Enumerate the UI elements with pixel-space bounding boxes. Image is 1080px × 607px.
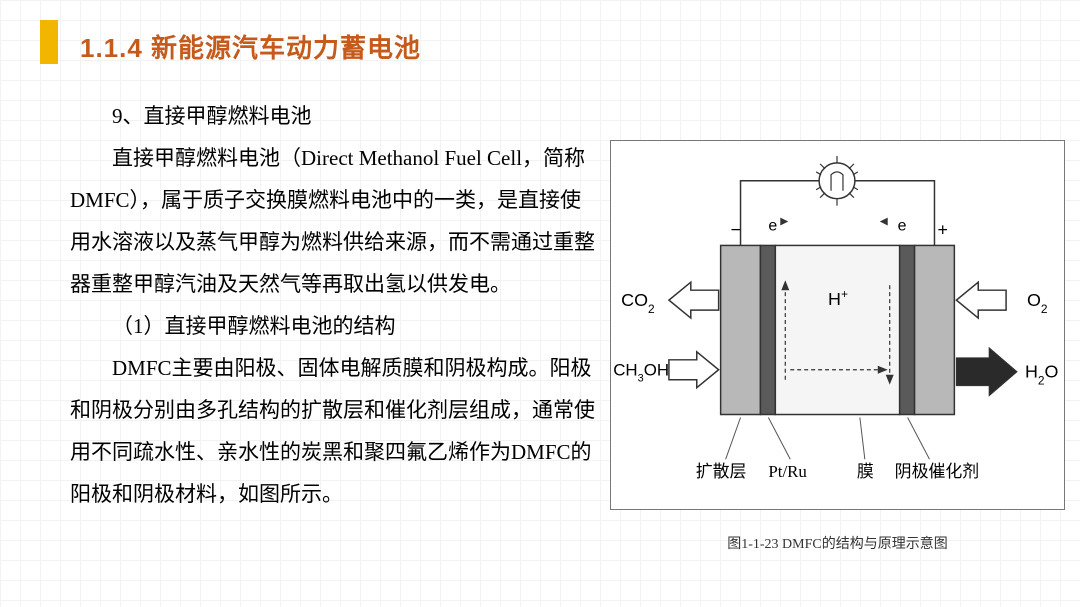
figure-area: − + e e H+ [610, 140, 1065, 553]
paragraph-2: （1）直接甲醇燃料电池的结构 [70, 305, 600, 347]
ch3oh-label: CH3OH [613, 361, 669, 385]
paragraph-3: DMFC主要由阳极、固体电解质膜和阴极构成。阳极和阴极分别由多孔结构的扩散层和催… [70, 347, 600, 515]
o2-label: O2 [1027, 290, 1048, 316]
page-title: 1.1.4 新能源汽车动力蓄电池 [80, 28, 421, 65]
figure-caption: 图1-1-23 DMFC的结构与原理示意图 [610, 533, 1065, 553]
co2-arrow [669, 282, 719, 318]
e-arrow-left [780, 218, 788, 226]
subtitle: 9、直接甲醇燃料电池 [70, 95, 600, 137]
cathode-cat-label: 阴极催化剂 [895, 462, 979, 481]
cell-body [721, 245, 955, 414]
ch3oh-arrow [669, 352, 719, 388]
plus-label: + [937, 219, 947, 239]
label-lines [726, 417, 930, 459]
o2-arrow [956, 282, 1006, 318]
diffusion-label: 扩散层 [696, 462, 747, 481]
dmfc-diagram: − + e e H+ [610, 140, 1065, 510]
paragraph-1: 直接甲醇燃料电池（Direct Methanol Fuel Cell，简称DMF… [70, 137, 600, 305]
membrane-label: 膜 [857, 462, 874, 481]
co2-label: CO2 [621, 290, 655, 316]
h2o-label: H2O [1025, 362, 1059, 388]
body-text: 9、直接甲醇燃料电池 直接甲醇燃料电池（Direct Methanol Fuel… [70, 95, 600, 515]
bulb-icon [812, 156, 862, 206]
accent-bar [40, 20, 58, 64]
minus-label: − [731, 219, 741, 239]
e-left: e [768, 218, 777, 235]
ptru-label: Pt/Ru [768, 462, 807, 481]
e-right: e [898, 218, 907, 235]
h2o-arrow [956, 348, 1017, 396]
e-arrow-right [880, 218, 888, 226]
